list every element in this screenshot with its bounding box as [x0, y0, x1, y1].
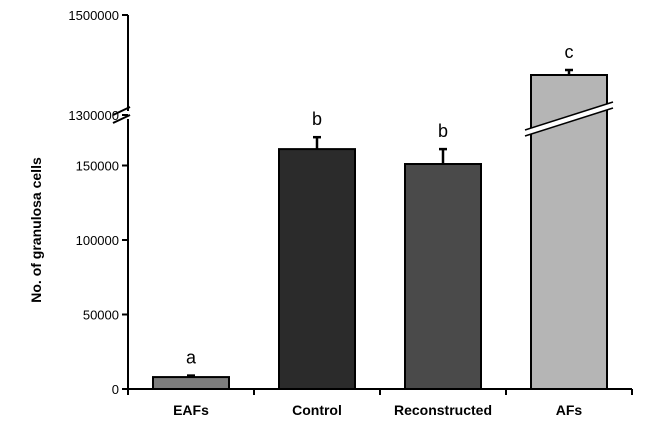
y-tick-label-lower: 50000: [83, 308, 119, 323]
x-tick-label-afs: AFs: [556, 402, 583, 418]
bars-group: [152, 68, 614, 390]
x-tick-label-eafs: EAFs: [173, 402, 209, 418]
y-tick-label-upper: 1300000: [68, 108, 119, 123]
axes-group: [112, 14, 633, 395]
bar-break-line: [524, 107, 614, 137]
y-tick-label-lower: 0: [112, 382, 119, 397]
y-axis-break-mark: [112, 106, 131, 116]
y-tick-label-upper: 1500000: [68, 8, 119, 23]
bar-break-line: [524, 101, 614, 131]
significance-label-afs: c: [565, 42, 574, 62]
significance-label-eafs: a: [186, 348, 197, 368]
y-axis-title: No. of granulosa cells: [28, 157, 44, 303]
significance-label-control: b: [312, 109, 322, 129]
y-axis-break-mark: [112, 114, 131, 124]
x-tick-label-reconstructed: Reconstructed: [394, 402, 492, 418]
labels-group: a EAFs b Control b Reconstructed c AFs 0 50000 100…: [68, 8, 582, 418]
y-tick-label-lower: 100000: [76, 233, 119, 248]
significance-label-reconstructed: b: [438, 121, 448, 141]
bar-reconstructed: [404, 163, 482, 390]
bar-break-gap: [525, 102, 613, 136]
x-tick-label-control: Control: [292, 402, 342, 418]
bar-eafs: [152, 376, 230, 390]
bar-control: [278, 148, 356, 390]
y-tick-label-lower: 150000: [76, 159, 119, 174]
